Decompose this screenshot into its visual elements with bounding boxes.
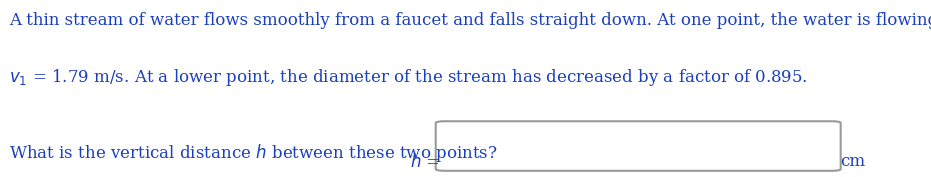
- Text: cm: cm: [840, 153, 865, 170]
- Text: $v_1$ = 1.79 m/s. At a lower point, the diameter of the stream has decreased by : $v_1$ = 1.79 m/s. At a lower point, the …: [9, 67, 808, 88]
- Text: $\mathit{h}$ =: $\mathit{h}$ =: [410, 153, 439, 171]
- Text: A thin stream of water flows smoothly from a faucet and falls straight down. At : A thin stream of water flows smoothly fr…: [9, 12, 931, 29]
- FancyBboxPatch shape: [436, 121, 841, 171]
- Text: What is the vertical distance $\mathit{h}$ between these two points?: What is the vertical distance $\mathit{h…: [9, 142, 498, 164]
